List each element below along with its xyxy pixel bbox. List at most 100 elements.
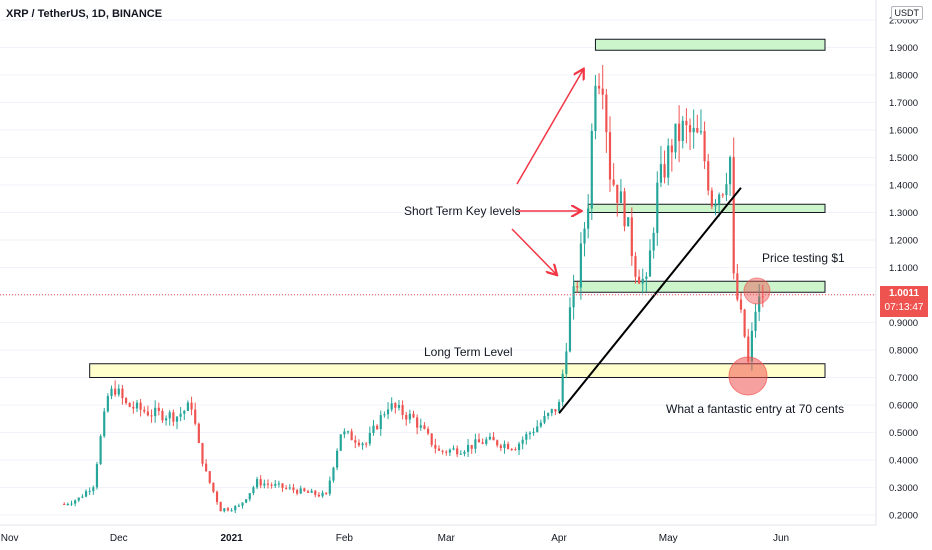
currency-badge[interactable]: USDT — [890, 6, 923, 20]
candle — [616, 184, 619, 217]
candle — [84, 489, 88, 498]
candle — [525, 431, 528, 445]
candle-body — [470, 444, 473, 449]
candle-body — [718, 194, 721, 205]
candle-body — [761, 296, 764, 298]
candle — [561, 369, 564, 407]
candle — [194, 402, 197, 426]
candle — [288, 484, 291, 490]
candle-body — [106, 396, 109, 412]
candle — [452, 445, 455, 451]
candle-body — [157, 407, 160, 411]
candle — [70, 500, 73, 506]
y-tick-label: 1.3000 — [889, 208, 918, 219]
x-tick-label: Apr — [551, 533, 567, 544]
candle-body — [688, 125, 692, 133]
candle-body — [623, 191, 626, 227]
candle-body — [456, 448, 459, 455]
candle — [386, 402, 390, 420]
candle — [128, 402, 131, 408]
candle — [408, 409, 411, 424]
candle — [718, 192, 721, 217]
candle-body — [736, 273, 739, 300]
candle — [179, 406, 182, 422]
candle-body — [492, 436, 495, 441]
candle — [412, 410, 415, 419]
candle — [663, 150, 666, 184]
candle-body — [270, 484, 273, 486]
candle-body — [550, 409, 553, 414]
annotation-price-testing: Price testing $1 — [762, 251, 845, 265]
candle — [638, 269, 641, 284]
candle-body — [547, 413, 550, 416]
candle — [601, 65, 604, 110]
candle — [714, 199, 717, 216]
candle-body — [496, 440, 499, 446]
candle — [426, 426, 430, 436]
candle — [434, 438, 437, 454]
candle — [459, 450, 462, 455]
candle-body — [616, 184, 619, 203]
candle-body — [477, 439, 481, 443]
candle — [154, 400, 157, 423]
candle — [292, 483, 295, 494]
candle-body — [448, 449, 451, 453]
candle-body — [368, 432, 371, 444]
annotation-entry: What a fantastic entry at 70 cents — [666, 402, 845, 416]
candle — [143, 406, 146, 414]
candle — [317, 491, 321, 498]
trendline — [558, 187, 742, 414]
candle-body — [95, 464, 99, 488]
candle-body — [310, 490, 313, 493]
candle — [135, 399, 139, 413]
candle-body — [426, 428, 430, 434]
candle — [336, 448, 339, 471]
candle-body — [696, 127, 699, 133]
candle-body — [721, 194, 724, 196]
candle-body — [641, 278, 644, 284]
candle-body — [430, 433, 433, 445]
candle — [448, 448, 451, 457]
candle-body — [372, 425, 375, 433]
candle-body — [707, 161, 710, 191]
candle — [474, 433, 477, 454]
candle-body — [205, 463, 208, 472]
candle-body — [532, 431, 535, 433]
y-tick-label: 1.9000 — [889, 43, 918, 54]
y-tick-label: 0.2000 — [889, 511, 918, 522]
candle — [252, 485, 255, 496]
y-tick-label: 1.4000 — [889, 181, 918, 192]
candle-body — [168, 412, 171, 419]
candle-body — [110, 388, 113, 397]
candle-body — [397, 405, 401, 408]
x-tick-label: Jun — [773, 533, 789, 544]
candle-body — [412, 413, 415, 418]
candle-body — [303, 488, 306, 492]
candle — [423, 422, 426, 430]
candle — [721, 193, 724, 198]
candle-body — [597, 85, 601, 89]
candle-body — [295, 490, 299, 494]
candle-body — [186, 402, 190, 411]
candle-body — [656, 182, 659, 233]
candle — [266, 479, 270, 489]
candle-body — [390, 403, 393, 410]
candle — [161, 408, 164, 424]
candle — [583, 222, 586, 257]
candle-body — [659, 164, 663, 183]
candle-body — [437, 448, 441, 451]
candle-body — [230, 510, 233, 512]
candle-body — [379, 415, 382, 430]
current-price-value: 1.0011 — [888, 288, 920, 299]
candle-body — [299, 488, 302, 494]
candle — [215, 490, 219, 505]
candle — [441, 449, 444, 455]
candle — [466, 438, 470, 458]
candle — [576, 281, 579, 293]
candle — [263, 479, 266, 489]
candle — [343, 428, 346, 439]
candle-body — [336, 450, 339, 468]
candle-body — [667, 145, 670, 178]
current-price-label: 1.0011 07:13:47 — [880, 286, 928, 317]
